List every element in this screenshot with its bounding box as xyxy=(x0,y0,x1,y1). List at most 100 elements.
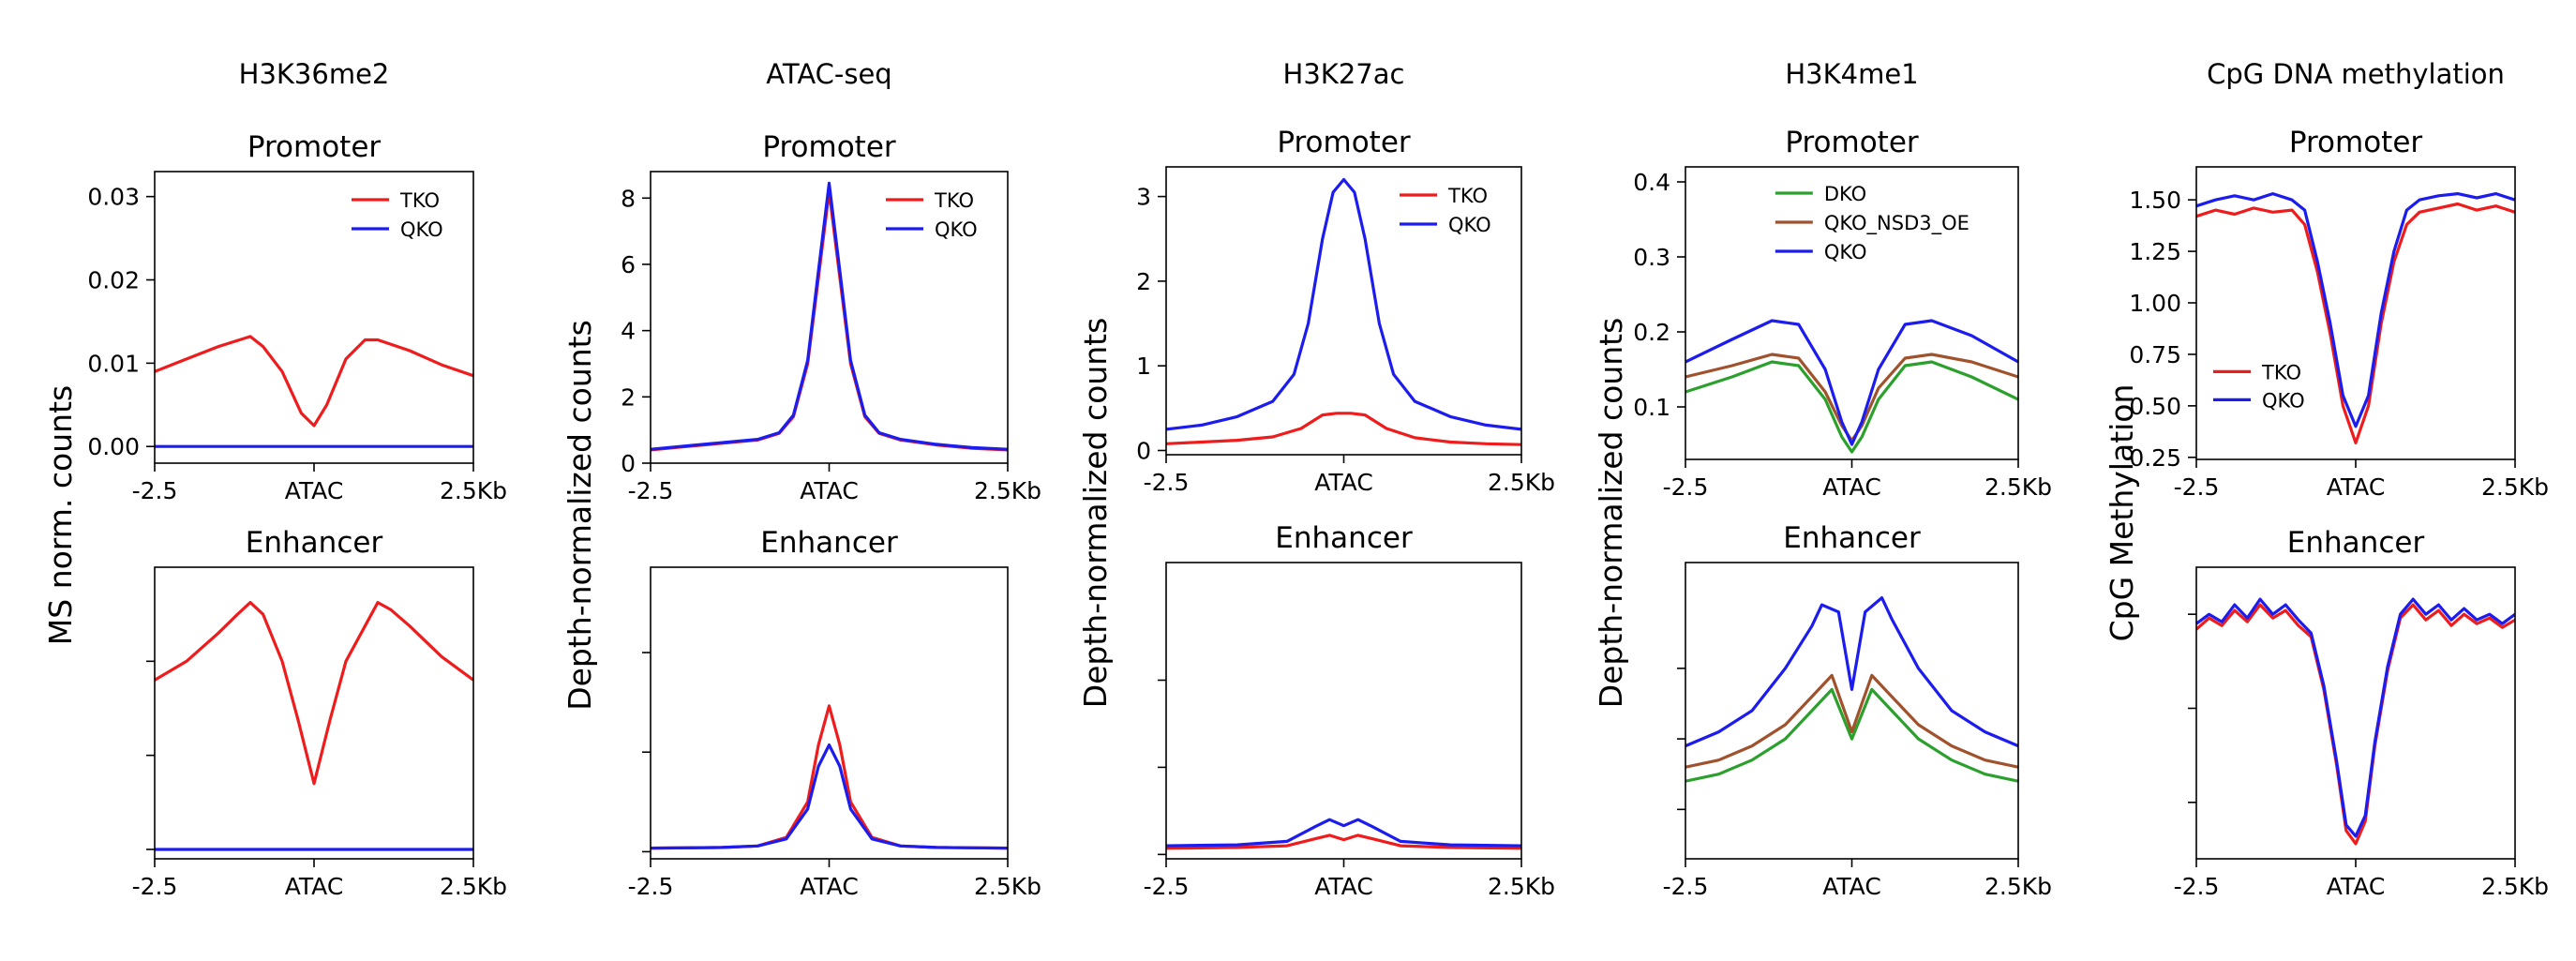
legend-label: TKO xyxy=(399,189,440,212)
x-tick-label: -2.5 xyxy=(1663,473,1709,501)
series-line-qko xyxy=(2196,597,2515,838)
x-tick-label: ATAC xyxy=(1822,873,1881,900)
axes-frame xyxy=(650,566,1009,860)
legend-label: QKO_NSD3_OE xyxy=(1824,212,1969,235)
x-tick-label: -2.5 xyxy=(132,873,178,900)
column-title: ATAC-seq xyxy=(766,58,891,90)
series-line-dko xyxy=(1685,687,2018,783)
y-tick-label: 0.01 xyxy=(87,350,140,377)
x-tick-label: ATAC xyxy=(800,873,859,900)
y-tick-label: 6 xyxy=(621,251,636,278)
promoter-panel-0: Promoter -2.5 ATAC 2.5Kb 0.00 0.01 0.02 0.03 TKO… xyxy=(87,130,507,504)
x-tick-label: -2.5 xyxy=(1144,469,1190,496)
series-line-qko xyxy=(2196,192,2515,428)
x-tick-label: -2.5 xyxy=(2174,873,2220,900)
series-line-qko xyxy=(1166,177,1521,431)
y-tick-label: 0.1 xyxy=(1633,394,1670,421)
legend-label: TKO xyxy=(2261,361,2301,383)
y-tick-label: 0.3 xyxy=(1633,244,1670,271)
axes-frame xyxy=(1685,562,2019,860)
column-title: CpG DNA methylation xyxy=(2207,58,2505,90)
y-tick-label: 3 xyxy=(1136,184,1151,211)
y-tick-label: 0.4 xyxy=(1633,169,1670,196)
column-title: H3K27ac xyxy=(1283,58,1405,90)
legend-label: DKO xyxy=(1824,183,1866,205)
series-line-tko xyxy=(1166,833,1521,850)
panel-title: Promoter xyxy=(1785,126,1919,159)
series-line-qko xyxy=(1685,319,2018,446)
axes-frame xyxy=(650,171,1009,464)
y-tick-label: 1.00 xyxy=(2129,290,2181,317)
x-tick-label: 2.5Kb xyxy=(1984,873,2052,900)
enhancer-panel-2: Enhancer -2.5 ATAC 2.5Kb xyxy=(1144,521,1555,900)
x-tick-label: -2.5 xyxy=(1144,873,1190,900)
legend-label: TKO xyxy=(934,189,974,212)
series-line-tko xyxy=(1166,412,1521,446)
y-axis-label: Depth-normalized counts xyxy=(562,320,598,711)
y-axis-label: MS norm. counts xyxy=(42,385,79,645)
promoter-panel-1: Promoter -2.5 ATAC 2.5Kb 0 2 4 6 8 TKO QKO xyxy=(621,130,1041,504)
panel-title: Enhancer xyxy=(2287,526,2425,560)
x-tick-label: 2.5Kb xyxy=(974,477,1041,504)
x-tick-label: ATAC xyxy=(2327,873,2386,900)
y-tick-label: 1.50 xyxy=(2129,187,2181,214)
y-tick-label: 0.00 xyxy=(87,433,140,460)
series-line-tko xyxy=(651,704,1008,850)
x-tick-label: ATAC xyxy=(285,477,344,504)
x-tick-label: 2.5Kb xyxy=(974,873,1041,900)
y-tick-label: 0.2 xyxy=(1633,319,1670,346)
column-title: H3K4me1 xyxy=(1785,58,1918,90)
enhancer-panel-0: Enhancer -2.5 ATAC 2.5Kb xyxy=(132,526,507,900)
x-tick-label: 2.5Kb xyxy=(2481,473,2549,501)
x-tick-label: ATAC xyxy=(1314,469,1373,496)
series-line-qko xyxy=(651,743,1008,850)
y-tick-label: 2 xyxy=(1136,268,1151,295)
axes-frame xyxy=(1685,166,2019,460)
enhancer-panel-4: Enhancer -2.5 ATAC 2.5Kb xyxy=(2174,526,2549,900)
series-line-qko xyxy=(1166,818,1521,848)
x-tick-label: -2.5 xyxy=(628,873,674,900)
x-tick-label: 2.5Kb xyxy=(2481,873,2549,900)
y-tick-label: 0.75 xyxy=(2129,341,2181,368)
x-tick-label: 2.5Kb xyxy=(1984,473,2052,501)
legend-label: QKO xyxy=(935,218,978,241)
axes-frame xyxy=(1165,166,1522,456)
legend-label: QKO xyxy=(400,218,443,241)
y-axis-label: CpG Methylation xyxy=(2104,384,2140,642)
legend-label: TKO xyxy=(1447,185,1488,207)
series-line-qko_nsd3_oe xyxy=(1685,353,2018,443)
y-tick-label: 4 xyxy=(621,318,636,345)
x-tick-label: 2.5Kb xyxy=(1488,469,1555,496)
x-tick-label: ATAC xyxy=(285,873,344,900)
panel-title: Enhancer xyxy=(1275,521,1413,555)
x-tick-label: -2.5 xyxy=(1663,873,1709,900)
x-tick-label: 2.5Kb xyxy=(440,477,507,504)
y-tick-label: 0.50 xyxy=(2129,393,2181,420)
enhancer-panel-1: Enhancer -2.5 ATAC 2.5Kb xyxy=(628,526,1041,900)
series-line-qko xyxy=(1685,595,2018,748)
y-tick-label: 1.25 xyxy=(2129,238,2181,265)
x-tick-label: ATAC xyxy=(2327,473,2386,501)
x-tick-label: 2.5Kb xyxy=(1488,873,1555,900)
x-tick-label: 2.5Kb xyxy=(440,873,507,900)
series-line-qko_nsd3_oe xyxy=(1685,673,2018,769)
y-axis-label: Depth-normalized counts xyxy=(1077,318,1114,709)
x-tick-label: ATAC xyxy=(1314,873,1373,900)
legend-label: QKO xyxy=(1448,214,1491,236)
series-line-tko xyxy=(155,335,473,428)
promoter-panel-2: Promoter -2.5 ATAC 2.5Kb 0 1 2 3 TKO QKO xyxy=(1136,126,1555,496)
panel-title: Promoter xyxy=(1277,126,1411,159)
axes-frame xyxy=(154,171,474,464)
x-tick-label: -2.5 xyxy=(132,477,178,504)
y-axis-label: Depth-normalized counts xyxy=(1593,318,1629,709)
promoter-panel-4: Promoter -2.5 ATAC 2.5Kb 0.25 0.50 0.75 1.00 1.2… xyxy=(2129,126,2549,501)
series-line-tko xyxy=(2196,202,2515,444)
enhancer-panel-3: Enhancer -2.5 ATAC 2.5Kb xyxy=(1663,521,2052,900)
promoter-panel-3: Promoter -2.5 ATAC 2.5Kb 0.1 0.2 0.3 0.4 DKO QKO_… xyxy=(1633,126,2052,501)
legend-label: QKO xyxy=(1824,241,1867,263)
panel-title: Promoter xyxy=(762,130,896,164)
y-tick-label: 0.03 xyxy=(87,184,140,211)
panel-title: Enhancer xyxy=(1783,521,1921,555)
series-line-tko xyxy=(155,600,473,786)
